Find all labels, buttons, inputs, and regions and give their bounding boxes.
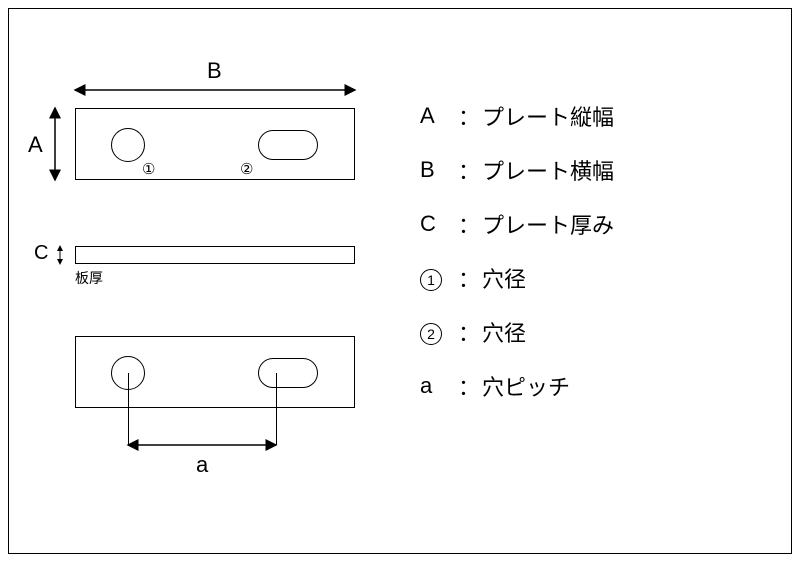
legend-sep: ： [458,154,480,186]
dim-label-a: a [196,452,208,478]
circled-number-icon: 1 [420,269,442,291]
legend-sep: ： [458,262,480,294]
diagram-canvas: ① ② 板厚 B [0,0,800,562]
legend-row-C: C ： プレート厚み [420,208,614,240]
legend-sep: ： [458,316,480,348]
legend-row-1: 1 ： 穴径 [420,262,614,294]
legend-key: B [420,157,456,183]
legend-sep: ： [458,370,480,402]
legend-key: A [420,103,456,129]
dim-label-B: B [207,58,222,84]
legend-sep: ： [458,100,480,132]
legend-key: a [420,373,456,399]
legend: A ： プレート縦幅 B ： プレート横幅 C ： プレート厚み 1 ： 穴径 … [420,100,614,424]
legend-value: プレート厚み [482,208,614,240]
legend-key-circled: 1 [420,265,456,291]
legend-key: C [420,211,456,237]
legend-value: 穴径 [482,316,526,348]
dim-label-A: A [28,132,43,158]
legend-row-2: 2 ： 穴径 [420,316,614,348]
legend-value: 穴ピッチ [482,370,570,402]
circled-number-icon: 2 [420,323,442,345]
legend-value: プレート縦幅 [482,100,614,132]
legend-sep: ： [458,208,480,240]
legend-key-circled: 2 [420,319,456,345]
legend-value: 穴径 [482,262,526,294]
legend-row-A: A ： プレート縦幅 [420,100,614,132]
legend-value: プレート横幅 [482,154,614,186]
legend-row-a: a ： 穴ピッチ [420,370,614,402]
dim-label-C: C [34,242,48,265]
legend-row-B: B ： プレート横幅 [420,154,614,186]
dimension-arrows [0,0,800,562]
